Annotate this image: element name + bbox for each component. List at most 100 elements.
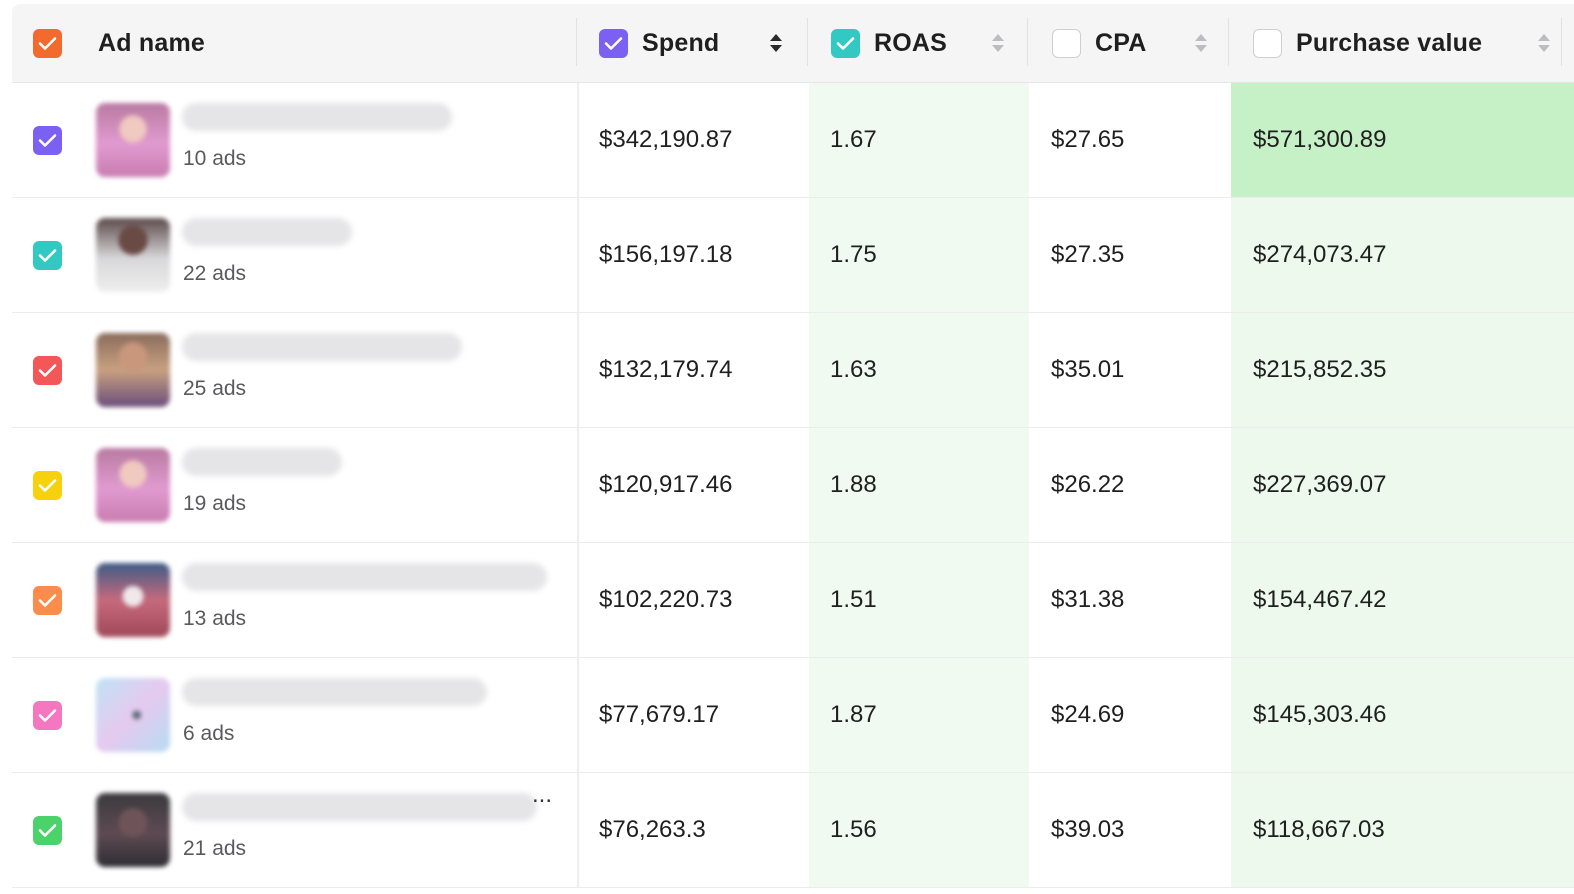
table-row[interactable]: 19 ads $120,917.46 1.88 $26.22 $227,369.…: [12, 428, 1574, 543]
column-divider[interactable]: [576, 18, 577, 66]
row-checkbox-cell[interactable]: [33, 198, 62, 312]
table-row[interactable]: 25 ads $132,179.74 1.63 $35.01 $215,852.…: [12, 313, 1574, 428]
table-row[interactable]: 10 ads $342,190.87 1.67 $27.65 $571,300.…: [12, 83, 1574, 198]
ad-name-blurred[interactable]: [182, 333, 462, 361]
row-checkbox-cell[interactable]: [33, 428, 62, 542]
spend-cell: $156,197.18: [599, 198, 809, 312]
column-header-ad-name[interactable]: Ad name: [98, 4, 205, 82]
roas-column-checkbox[interactable]: [831, 28, 860, 58]
ad-thumbnail[interactable]: [96, 563, 170, 637]
sort-icon[interactable]: [991, 31, 1005, 55]
row-checkbox[interactable]: [33, 355, 62, 385]
row-checkbox-cell[interactable]: [33, 773, 62, 887]
column-divider[interactable]: [1228, 18, 1229, 66]
cpa-value: $39.03: [1051, 816, 1125, 843]
spend-value: $342,190.87: [599, 126, 733, 153]
roas-value: 1.88: [830, 471, 877, 498]
ad-name-blurred[interactable]: [182, 678, 487, 706]
column-divider[interactable]: [1561, 18, 1562, 66]
table-row[interactable]: 13 ads $102,220.73 1.51 $31.38 $154,467.…: [12, 543, 1574, 658]
row-checkbox[interactable]: [33, 815, 62, 845]
spend-cell: $342,190.87: [599, 83, 809, 197]
roas-value: 1.63: [830, 356, 877, 383]
select-all-checkbox-cell[interactable]: [33, 4, 62, 82]
column-header-spend[interactable]: Spend: [599, 4, 805, 82]
ad-name-blurred[interactable]: [182, 793, 537, 821]
sort-icon[interactable]: [1194, 31, 1208, 55]
purchase-value-column-checkbox[interactable]: [1253, 28, 1282, 58]
ad-name-blurred[interactable]: [182, 218, 352, 246]
spend-value: $156,197.18: [599, 241, 733, 268]
cpa-value: $35.01: [1051, 356, 1125, 383]
row-checkbox-cell[interactable]: [33, 658, 62, 772]
ad-count: 22 ads: [183, 262, 247, 285]
column-divider[interactable]: [807, 18, 808, 66]
spend-cell: $77,679.17: [599, 658, 809, 772]
roas-cell: 1.67: [809, 83, 1029, 197]
ad-thumbnail[interactable]: [96, 333, 170, 407]
roas-value: 1.67: [830, 126, 877, 153]
column-divider: [577, 313, 579, 427]
cpa-cell: $27.35: [1029, 198, 1231, 312]
table-row[interactable]: ... 21 ads $76,263.3 1.56 $39.03 $118,66…: [12, 773, 1574, 888]
purchase-value-cell: $274,073.47: [1231, 198, 1574, 312]
ad-count: 10 ads: [183, 147, 247, 170]
roas-value: 1.51: [830, 586, 877, 613]
ad-thumbnail[interactable]: [96, 678, 170, 752]
spend-header-label: Spend: [642, 28, 720, 57]
ad-name-blurred[interactable]: [182, 563, 547, 591]
purchase-value-cell: $145,303.46: [1231, 658, 1574, 772]
table-header: Ad name Spend ROAS CPA: [12, 4, 1574, 83]
ad-thumbnail[interactable]: [96, 793, 170, 867]
cpa-cell: $26.22: [1029, 428, 1231, 542]
column-divider: [577, 83, 579, 197]
cpa-header-label: CPA: [1095, 28, 1147, 57]
spend-value: $77,679.17: [599, 701, 720, 728]
sort-icon[interactable]: [1537, 31, 1551, 55]
cpa-column-checkbox[interactable]: [1052, 28, 1081, 58]
ad-name-ellipsis: ...: [532, 781, 553, 808]
purchase-value: $118,667.03: [1253, 816, 1385, 843]
row-checkbox-cell[interactable]: [33, 313, 62, 427]
row-checkbox[interactable]: [33, 240, 62, 270]
cpa-cell: $31.38: [1029, 543, 1231, 657]
table-row[interactable]: 6 ads $77,679.17 1.87 $24.69 $145,303.46: [12, 658, 1574, 773]
column-header-roas[interactable]: ROAS: [831, 4, 1027, 82]
cpa-value: $31.38: [1051, 586, 1125, 613]
row-checkbox-cell[interactable]: [33, 83, 62, 197]
spend-value: $132,179.74: [599, 356, 733, 383]
table-body: 10 ads $342,190.87 1.67 $27.65 $571,300.…: [12, 83, 1574, 888]
ad-thumbnail[interactable]: [96, 103, 170, 177]
roas-cell: 1.56: [809, 773, 1029, 887]
spend-column-checkbox[interactable]: [599, 28, 628, 58]
ad-name-blurred[interactable]: [182, 448, 342, 476]
column-header-purchase-value[interactable]: Purchase value: [1253, 4, 1573, 82]
spend-cell: $120,917.46: [599, 428, 809, 542]
column-divider: [577, 428, 579, 542]
spend-value: $120,917.46: [599, 471, 733, 498]
ad-count: 6 ads: [183, 722, 235, 745]
spend-cell: $102,220.73: [599, 543, 809, 657]
cpa-value: $27.65: [1051, 126, 1125, 153]
row-checkbox-cell[interactable]: [33, 543, 62, 657]
ad-thumbnail[interactable]: [96, 218, 170, 292]
table-row[interactable]: 22 ads $156,197.18 1.75 $27.35 $274,073.…: [12, 198, 1574, 313]
row-checkbox[interactable]: [33, 585, 62, 615]
checkmark-icon: [604, 36, 623, 50]
row-checkbox[interactable]: [33, 125, 62, 155]
purchase-value: $227,369.07: [1253, 471, 1387, 498]
column-header-cpa[interactable]: CPA: [1052, 4, 1230, 82]
checkmark-icon: [38, 133, 57, 147]
row-checkbox[interactable]: [33, 700, 62, 730]
select-all-checkbox[interactable]: [33, 28, 62, 58]
column-divider[interactable]: [1027, 18, 1028, 66]
checkmark-icon: [38, 36, 57, 50]
ad-name-blurred[interactable]: [182, 103, 452, 131]
checkmark-icon: [38, 593, 57, 607]
checkmark-icon: [38, 478, 57, 492]
purchase-value-cell: $154,467.42: [1231, 543, 1574, 657]
column-divider: [577, 198, 579, 312]
sort-desc-icon[interactable]: [769, 31, 783, 55]
ad-thumbnail[interactable]: [96, 448, 170, 522]
row-checkbox[interactable]: [33, 470, 62, 500]
